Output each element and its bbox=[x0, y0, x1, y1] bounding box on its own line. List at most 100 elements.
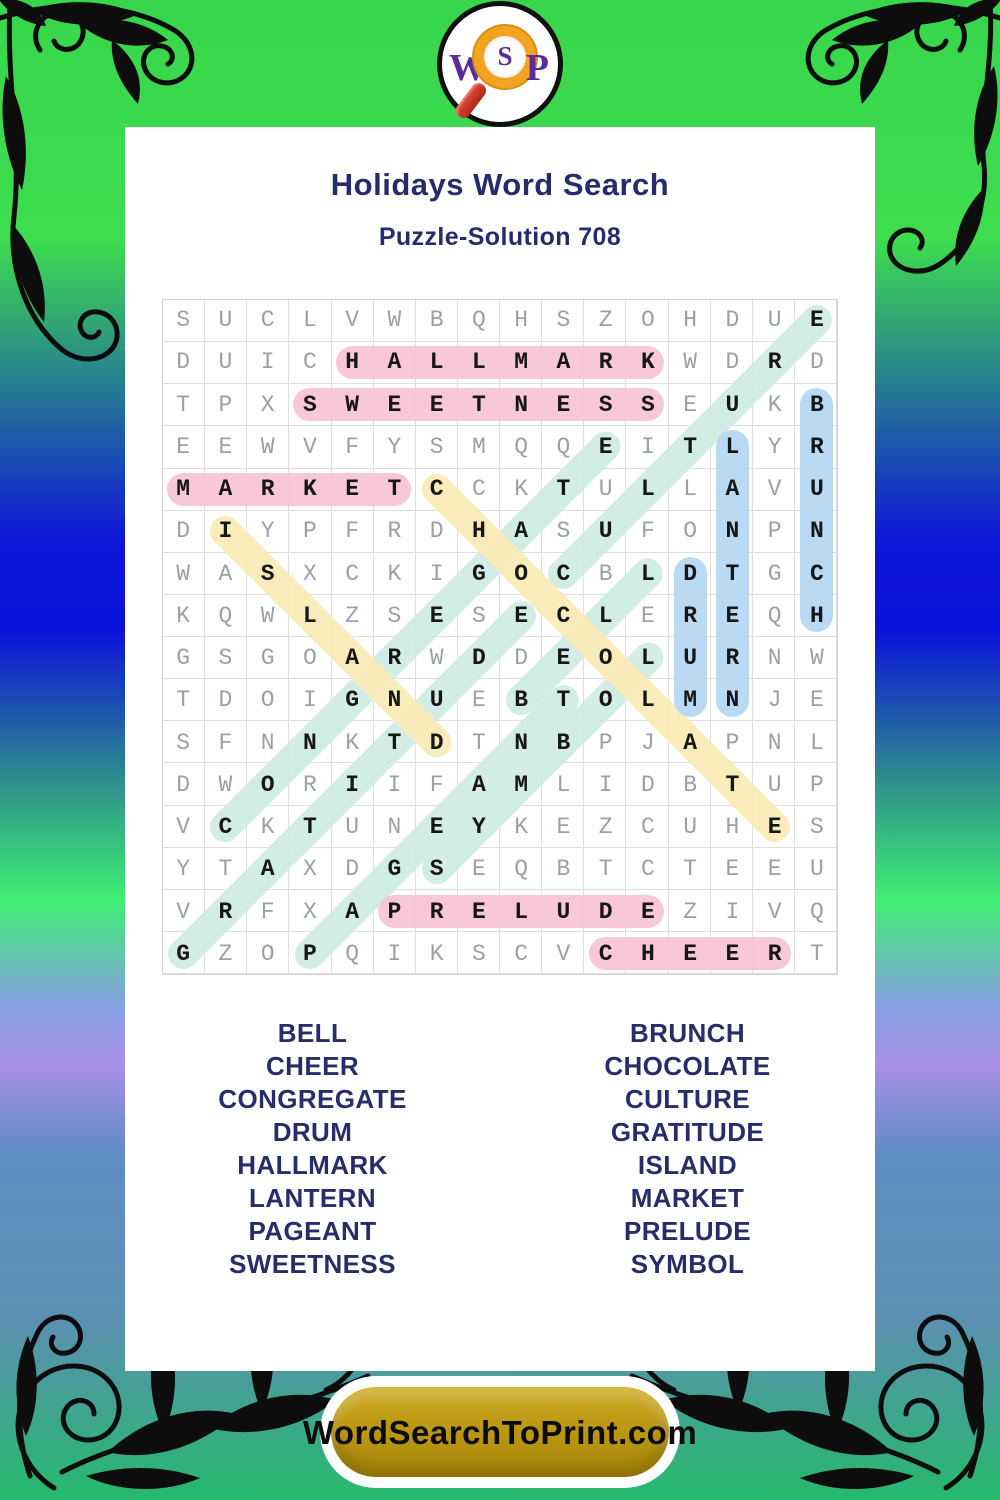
grid-cell bbox=[457, 931, 500, 974]
solution-highlight-hallmark bbox=[335, 345, 665, 379]
grid-cell bbox=[752, 552, 795, 595]
grid-cell bbox=[668, 342, 711, 385]
grid-cell bbox=[247, 426, 290, 469]
grid-cell bbox=[584, 426, 627, 469]
solution-highlight-market bbox=[166, 472, 411, 506]
grid-cell bbox=[752, 847, 795, 890]
grid-cell bbox=[752, 889, 795, 932]
grid-cell bbox=[584, 847, 627, 890]
grid-cell bbox=[794, 889, 837, 932]
grid-cell bbox=[668, 300, 711, 343]
grid-cell bbox=[457, 552, 500, 595]
grid-cell bbox=[163, 552, 206, 595]
grid-cell bbox=[247, 931, 290, 974]
grid-cell bbox=[289, 300, 332, 343]
word-list: BELL CHEER CONGREGATE DRUM HALLMARK LANTERN PA… bbox=[125, 1017, 875, 1281]
grid-cell bbox=[794, 805, 837, 848]
grid-cell bbox=[794, 931, 837, 974]
grid-cell bbox=[626, 300, 669, 343]
grid-cell bbox=[331, 510, 374, 553]
grid-cell bbox=[163, 847, 206, 890]
grid-cell bbox=[205, 637, 248, 680]
grid-cell bbox=[163, 594, 206, 637]
grid-cell bbox=[247, 637, 290, 680]
grid-cell bbox=[626, 342, 669, 385]
grid-cell bbox=[415, 721, 458, 764]
grid-cell bbox=[163, 300, 206, 343]
grid-cell bbox=[205, 931, 248, 974]
word-list-item: SYMBOL bbox=[630, 1249, 745, 1279]
grid-cell bbox=[289, 510, 332, 553]
grid-cell bbox=[331, 805, 374, 848]
grid-cell bbox=[626, 384, 669, 427]
word-list-item: CHEER bbox=[265, 1051, 359, 1081]
grid-cell bbox=[668, 468, 711, 511]
grid-cell bbox=[163, 510, 206, 553]
grid-cell bbox=[163, 763, 206, 806]
grid-cell bbox=[373, 510, 416, 553]
grid-cell bbox=[247, 384, 290, 427]
grid-cell bbox=[710, 300, 753, 343]
grid-cell bbox=[163, 384, 206, 427]
grid-cell bbox=[584, 721, 627, 764]
grid-cell bbox=[668, 889, 711, 932]
grid-cell bbox=[626, 805, 669, 848]
grid-cell bbox=[794, 679, 837, 722]
grid-cell bbox=[710, 847, 753, 890]
grid-cell bbox=[542, 300, 585, 343]
grid-cell bbox=[247, 763, 290, 806]
grid-cell bbox=[331, 931, 374, 974]
solution-highlight-drum bbox=[673, 557, 707, 717]
grid-cell bbox=[752, 679, 795, 722]
grid-cell bbox=[373, 426, 416, 469]
grid-cell bbox=[794, 763, 837, 806]
grid-cell bbox=[626, 510, 669, 553]
grid-cell bbox=[752, 468, 795, 511]
grid-cell bbox=[542, 468, 585, 511]
grid-cell bbox=[415, 931, 458, 974]
word-list-item: PRELUDE bbox=[623, 1216, 752, 1246]
word-list-item: CONGREGATE bbox=[218, 1084, 407, 1114]
grid-cell bbox=[331, 552, 374, 595]
grid-cell bbox=[247, 342, 290, 385]
grid-cell bbox=[500, 300, 543, 343]
word-list-left-column: BELL CHEER CONGREGATE DRUM HALLMARK LANTERN PA… bbox=[125, 1017, 500, 1281]
grid-cell bbox=[542, 805, 585, 848]
site-button-label: WordSearchToPrint.com bbox=[302, 1414, 698, 1451]
grid-cell bbox=[794, 847, 837, 890]
grid-cell bbox=[457, 426, 500, 469]
grid-cell bbox=[205, 384, 248, 427]
grid-cell bbox=[163, 721, 206, 764]
site-button[interactable]: WordSearchToPrint.com bbox=[303, 1376, 697, 1488]
grid-cell bbox=[626, 763, 669, 806]
grid-cell bbox=[205, 805, 248, 848]
grid-cell bbox=[457, 847, 500, 890]
grid-cell bbox=[752, 594, 795, 637]
grid-cell bbox=[457, 300, 500, 343]
word-list-item: CHOCOLATE bbox=[604, 1051, 771, 1081]
grid-cell bbox=[373, 931, 416, 974]
page-subtitle: Puzzle-Solution 708 bbox=[378, 223, 622, 251]
grid-cell bbox=[373, 468, 416, 511]
grid-cell bbox=[668, 510, 711, 553]
wsp-logo: W S P bbox=[437, 1, 563, 127]
grid-cell bbox=[415, 594, 458, 637]
word-list-item: ISLAND bbox=[637, 1150, 738, 1180]
grid-cell bbox=[626, 847, 669, 890]
word-list-item: PAGEANT bbox=[248, 1216, 377, 1246]
word-list-item: SWEETNESS bbox=[229, 1249, 396, 1279]
grid-cell bbox=[668, 763, 711, 806]
grid-cell bbox=[752, 637, 795, 680]
grid-cell bbox=[205, 594, 248, 637]
grid-cell bbox=[794, 637, 837, 680]
grid-cell bbox=[752, 384, 795, 427]
grid-cell bbox=[247, 889, 290, 932]
grid-cell bbox=[500, 847, 543, 890]
grid-cell bbox=[415, 426, 458, 469]
grid-cell bbox=[794, 594, 837, 637]
logo-letter-p: P bbox=[525, 47, 549, 89]
word-list-item: CULTURE bbox=[624, 1084, 751, 1114]
grid-cell bbox=[289, 721, 332, 764]
